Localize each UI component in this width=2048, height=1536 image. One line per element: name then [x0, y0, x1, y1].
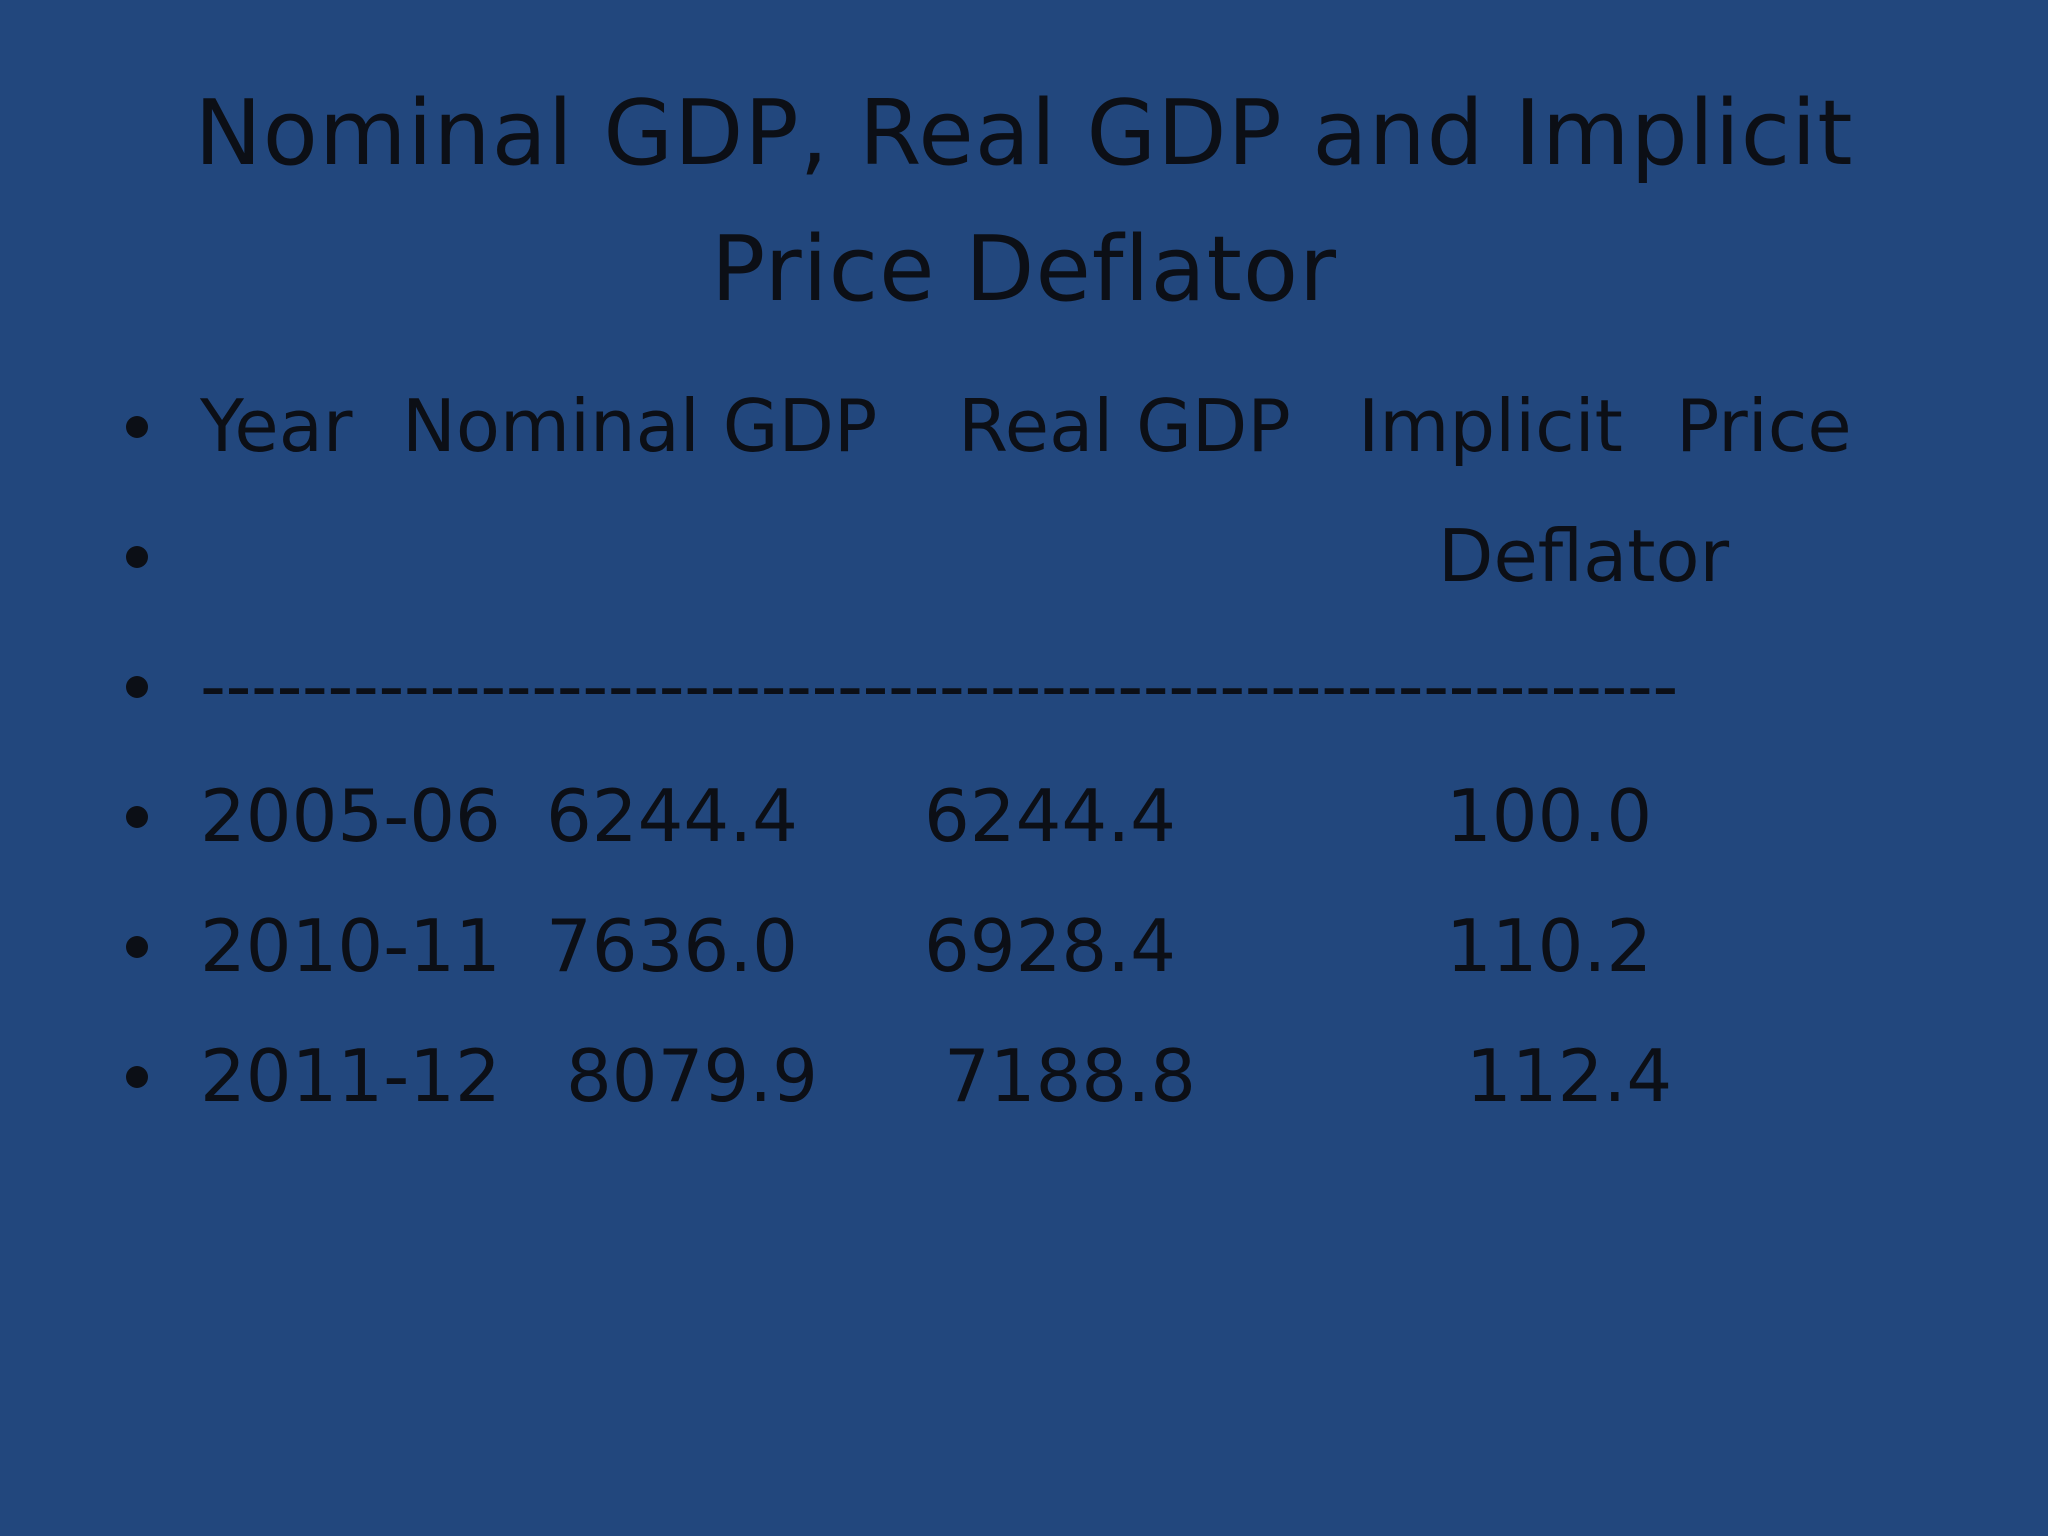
- bullet-icon: [126, 416, 148, 438]
- table-row: 2005-06 6244.4 6244.4 100.0: [0, 766, 2048, 866]
- cell-deflator: 100.0: [1446, 774, 1653, 858]
- bullet-icon: [126, 676, 148, 698]
- table-row: 2011-12 8079.9 7188.8 112.4: [0, 1026, 2048, 1126]
- cell-year: 2005-06: [200, 774, 501, 858]
- cell-nominal-gdp: 8079.9: [566, 1034, 818, 1118]
- header-year: Year: [200, 384, 353, 468]
- table-separator: ----------------------------------------…: [200, 644, 1678, 728]
- header-implicit: Implicit: [1358, 384, 1623, 468]
- cell-year: 2010-11: [200, 904, 501, 988]
- table-separator-row: ----------------------------------------…: [0, 636, 2048, 736]
- bullet-icon: [126, 1066, 148, 1088]
- cell-real-gdp: 6928.4: [924, 904, 1176, 988]
- table-row: 2010-11 7636.0 6928.4 110.2: [0, 896, 2048, 996]
- header-nominal-gdp: Nominal GDP: [402, 384, 878, 468]
- bullet-icon: [126, 936, 148, 958]
- header-price: Price: [1676, 384, 1852, 468]
- cell-year: 2011-12: [200, 1034, 501, 1118]
- title-line-1: Nominal GDP, Real GDP and Implicit: [194, 81, 1854, 186]
- cell-real-gdp: 7188.8: [944, 1034, 1196, 1118]
- table-header-row-2: Deflator: [0, 506, 2048, 606]
- cell-real-gdp: 6244.4: [924, 774, 1176, 858]
- cell-deflator: 112.4: [1466, 1034, 1673, 1118]
- slide-title: Nominal GDP, Real GDP and Implicit Price…: [0, 66, 2048, 338]
- cell-deflator: 110.2: [1446, 904, 1653, 988]
- header-deflator: Deflator: [1438, 514, 1730, 598]
- table-header-row: Year Nominal GDP Real GDP Implicit Price: [0, 376, 2048, 476]
- header-real-gdp: Real GDP: [958, 384, 1291, 468]
- bullet-icon: [126, 546, 148, 568]
- cell-nominal-gdp: 6244.4: [546, 774, 798, 858]
- title-line-2: Price Deflator: [710, 217, 1338, 322]
- bullet-icon: [126, 806, 148, 828]
- cell-nominal-gdp: 7636.0: [546, 904, 798, 988]
